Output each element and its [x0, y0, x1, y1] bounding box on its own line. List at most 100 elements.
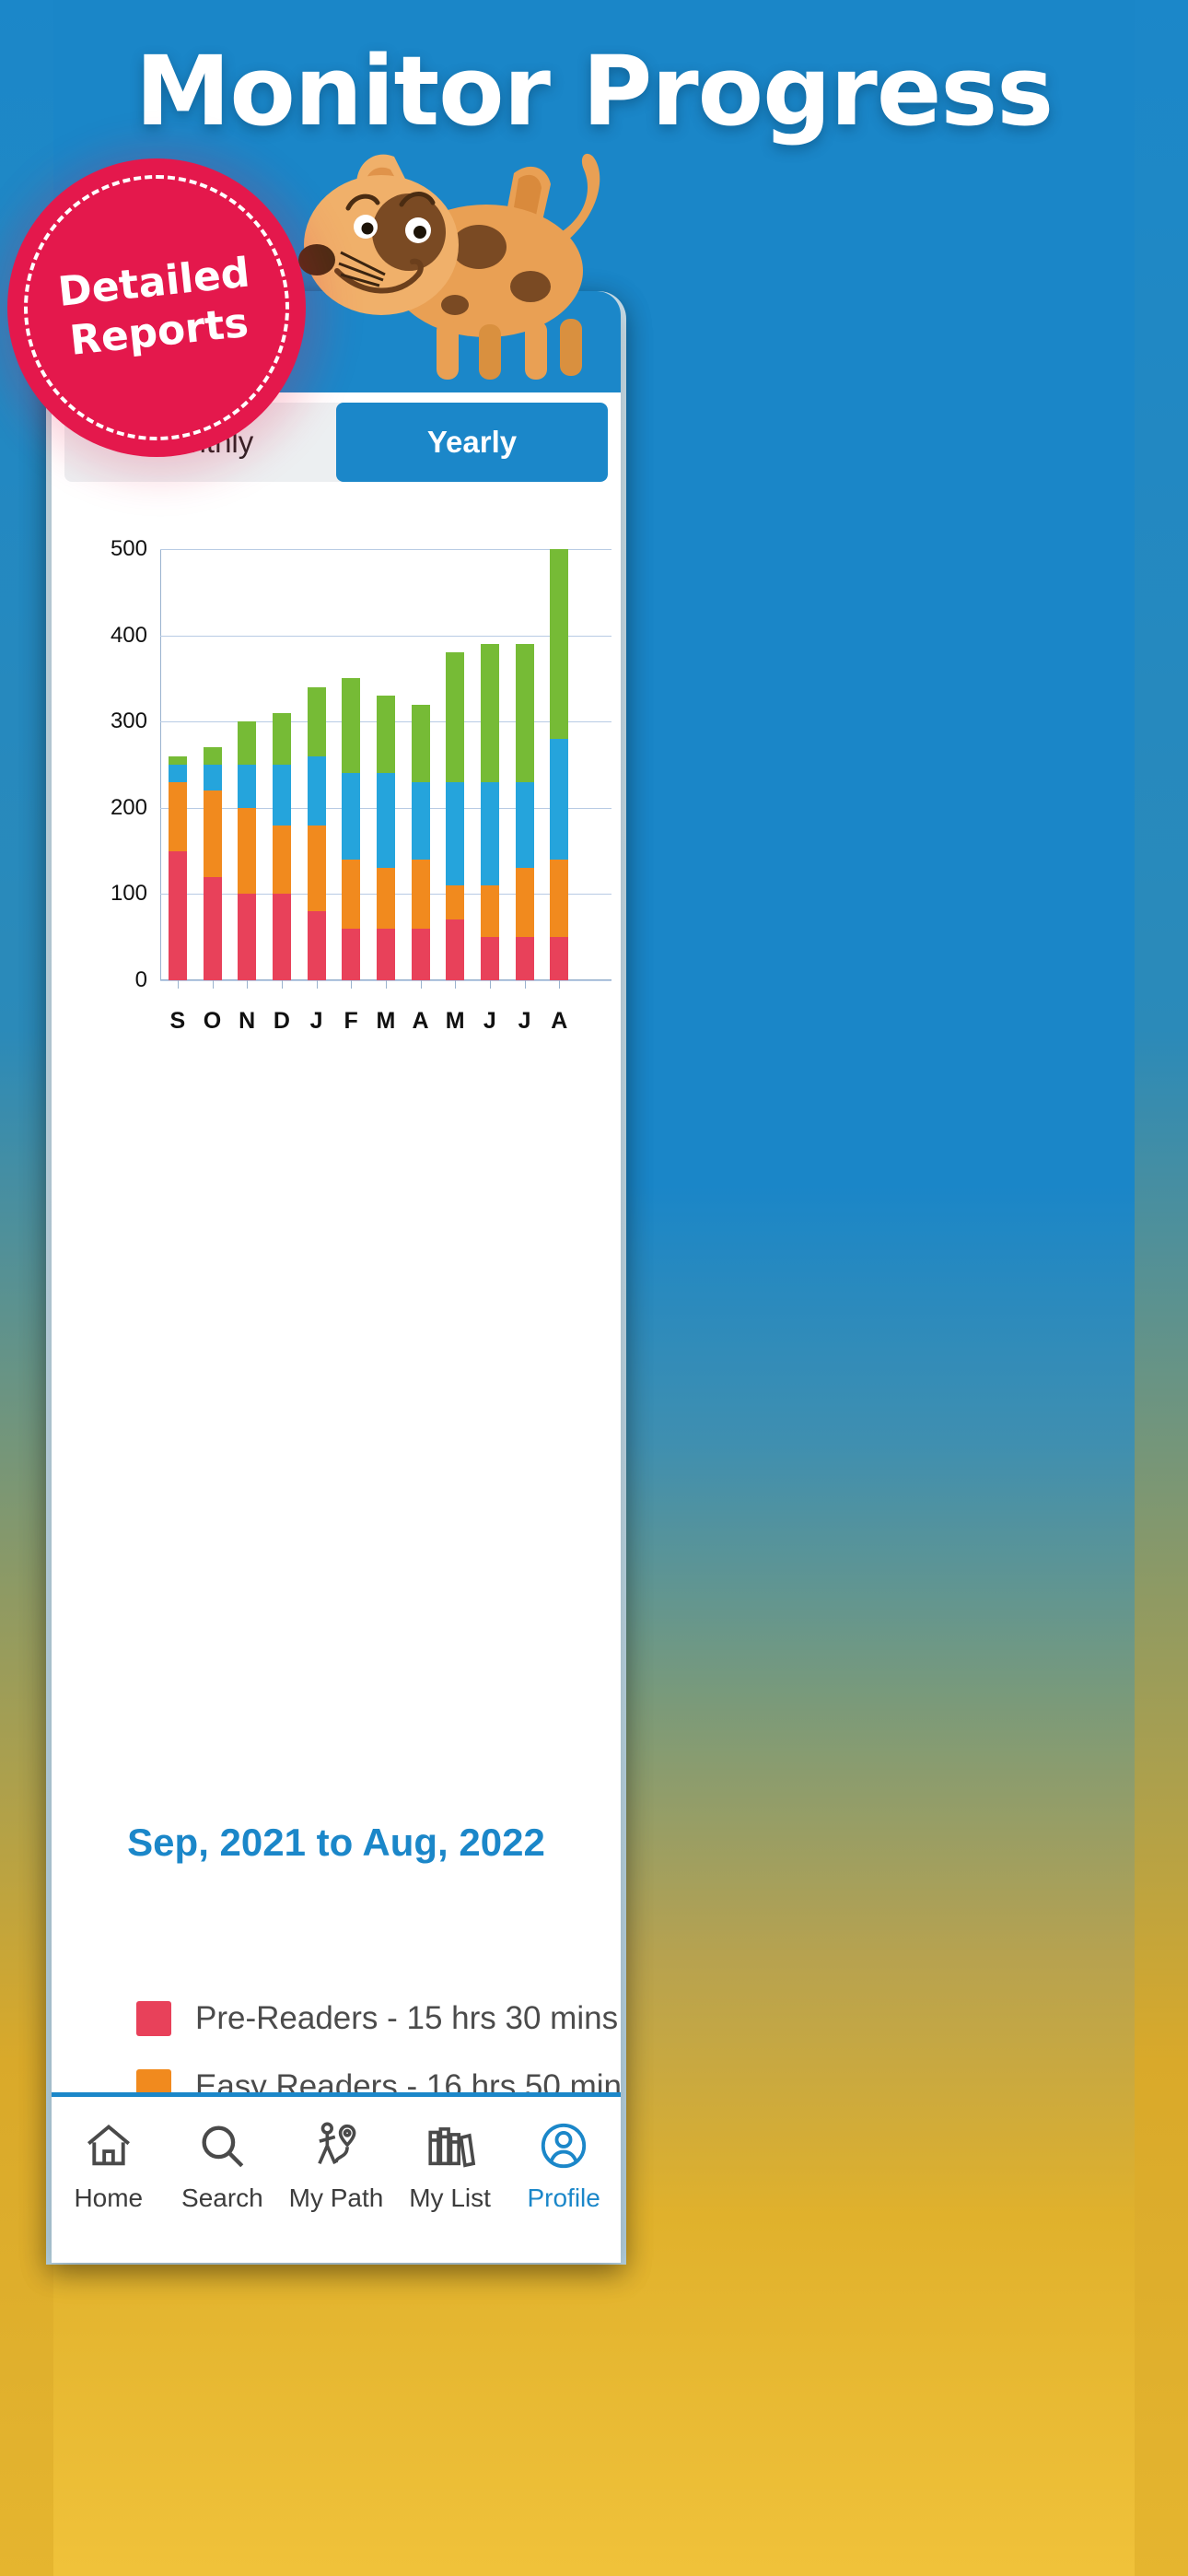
- y-tick-label: 0: [134, 967, 147, 992]
- bar-segment: [342, 773, 361, 860]
- bar-segment: [550, 859, 569, 938]
- nav-item-my-path[interactable]: My Path: [279, 2097, 393, 2213]
- bar-segment: [307, 825, 326, 912]
- bar-segment: [168, 755, 187, 766]
- x-tick-mark: [351, 980, 353, 989]
- x-axis-label: J: [483, 1008, 496, 1034]
- chart-bar-column: [507, 549, 542, 989]
- bar-segment: [376, 696, 395, 774]
- y-tick-label: 100: [110, 881, 147, 907]
- chart-plot-area: 0 100 200 300 400 500: [111, 536, 611, 992]
- bar-segment: [550, 549, 569, 739]
- nav-item-label: My List: [409, 2184, 491, 2212]
- x-axis-label: A: [551, 1008, 568, 1034]
- gridline: 500: [111, 536, 611, 561]
- bar-segment: [480, 885, 499, 938]
- y-tick-label: 400: [110, 622, 147, 648]
- nav-item-profile[interactable]: Profile: [507, 2097, 621, 2213]
- bar-segment: [376, 773, 395, 869]
- nav-item-search[interactable]: Search: [166, 2097, 280, 2213]
- bar-segment: [480, 937, 499, 980]
- bar-segment: [550, 937, 569, 980]
- nav-item-label: Search: [181, 2184, 263, 2212]
- chart-bars: [160, 549, 577, 989]
- x-tick-mark: [385, 980, 387, 989]
- chart-bar-column: [160, 549, 195, 989]
- bar-segment: [238, 765, 257, 808]
- chart-bar-column: [264, 549, 299, 989]
- chart-bar-column: [472, 549, 507, 989]
- bar-segment: [203, 747, 222, 766]
- x-axis-label: O: [203, 1008, 222, 1034]
- bar-segment: [203, 876, 222, 980]
- bar-segment: [376, 868, 395, 929]
- chart-bar-column: [299, 549, 334, 989]
- bar-segment: [411, 928, 430, 980]
- chart-bar-column: [542, 549, 577, 989]
- background-right-strip: [1135, 0, 1188, 2576]
- chart-bar-column: [229, 549, 264, 989]
- search-icon: [195, 2119, 249, 2172]
- books-icon: [424, 2119, 477, 2172]
- chart-y-axis: [160, 549, 161, 980]
- x-tick-mark: [489, 980, 491, 989]
- bar-segment: [238, 894, 257, 980]
- bar-segment: [515, 781, 534, 869]
- bar-segment: [480, 643, 499, 782]
- bar-segment: [376, 928, 395, 980]
- bar-segment: [342, 859, 361, 929]
- bar-segment: [411, 781, 430, 860]
- home-icon: [82, 2119, 135, 2172]
- nav-item-label: Profile: [527, 2184, 600, 2212]
- bar-segment: [272, 765, 291, 825]
- bar-segment: [446, 781, 465, 886]
- chart-bar-column: [368, 549, 403, 989]
- stacked-bar: [376, 696, 395, 980]
- x-tick-mark: [247, 980, 249, 989]
- bar-segment: [480, 781, 499, 886]
- stacked-bar: [272, 712, 291, 980]
- bar-segment: [168, 781, 187, 851]
- bar-segment: [272, 712, 291, 766]
- gridline: 400: [111, 623, 611, 648]
- nav-item-home[interactable]: Home: [52, 2097, 166, 2213]
- chart-bar-column: [333, 549, 368, 989]
- chart-bar-column: [403, 549, 438, 989]
- bar-segment: [272, 825, 291, 895]
- bar-segment: [307, 755, 326, 825]
- nav-item-my-list[interactable]: My List: [393, 2097, 507, 2213]
- bar-segment: [307, 686, 326, 756]
- bar-segment: [168, 765, 187, 782]
- path-icon: [309, 2119, 363, 2172]
- stacked-bar: [480, 643, 499, 980]
- bar-segment: [446, 885, 465, 920]
- legend-label: Pre-Readers - 15 hrs 30 mins: [195, 2000, 619, 2036]
- x-axis-label: A: [412, 1008, 429, 1034]
- profile-icon: [537, 2119, 590, 2172]
- detailed-reports-badge: Detailed Reports: [7, 158, 306, 457]
- bar-segment: [203, 790, 222, 877]
- x-axis-label: F: [344, 1008, 358, 1034]
- tab-yearly[interactable]: Yearly: [336, 403, 608, 482]
- stacked-bar: [515, 643, 534, 980]
- bar-segment: [203, 765, 222, 791]
- stacked-bar: [168, 755, 187, 980]
- bar-segment: [550, 738, 569, 860]
- dog-mascot-icon: [298, 153, 600, 380]
- bar-segment: [515, 937, 534, 980]
- badge-dashed-ring: [24, 175, 289, 440]
- stacked-bar: [203, 747, 222, 980]
- page-title: Monitor Progress: [134, 35, 1054, 147]
- x-axis-label: N: [239, 1008, 256, 1034]
- bar-segment: [411, 859, 430, 929]
- x-axis-label: M: [445, 1008, 465, 1034]
- bar-segment: [342, 928, 361, 980]
- x-tick-mark: [212, 980, 214, 989]
- x-tick-mark: [316, 980, 318, 989]
- x-axis-label: M: [376, 1008, 396, 1034]
- y-tick-label: 500: [110, 536, 147, 561]
- legend-swatch: [136, 2001, 171, 2036]
- y-tick-label: 200: [110, 794, 147, 820]
- bar-segment: [272, 894, 291, 980]
